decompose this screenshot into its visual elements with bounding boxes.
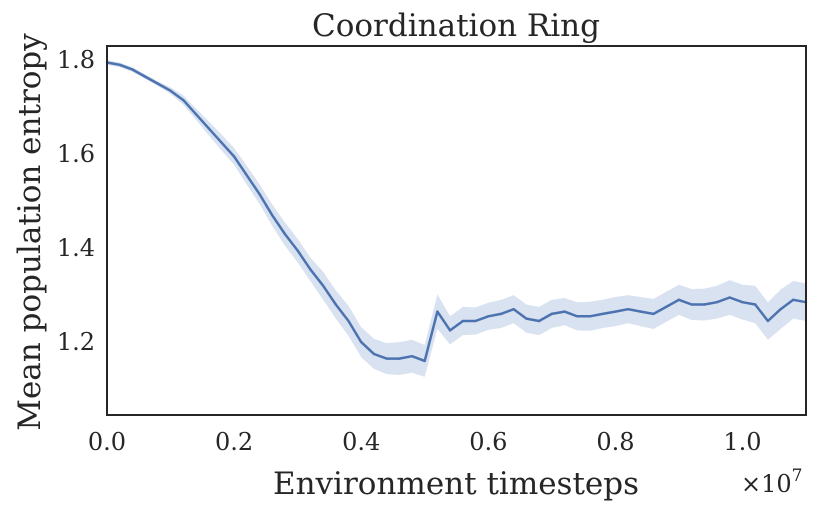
x-scale-base: ×10: [741, 470, 792, 498]
data-point: [474, 319, 477, 323]
x-scale-multiplier: ×107: [741, 466, 802, 498]
data-point: [741, 301, 744, 304]
data-point: [728, 296, 731, 299]
data-point: [232, 155, 236, 158]
data-point: [207, 127, 210, 130]
confidence-band: [107, 60, 806, 377]
data-point: [588, 315, 592, 318]
x-tick-label: 0.8: [596, 428, 634, 456]
line-layer: [105, 61, 808, 363]
data-point: [398, 357, 401, 360]
data-point: [220, 141, 223, 144]
data-point: [245, 174, 248, 177]
data-point: [487, 315, 490, 318]
data-point: [690, 303, 693, 306]
data-point: [334, 303, 337, 306]
y-tick-label: 1.6: [57, 140, 95, 168]
data-point: [754, 303, 757, 306]
x-tick-label: 0.2: [215, 428, 253, 456]
y-ticks: 1.2 1.4 1.6 1.8: [57, 46, 95, 356]
x-ticks: 0.0 0.2 0.4 0.6 0.8 1.0: [88, 428, 762, 456]
data-point: [626, 308, 630, 311]
data-point: [537, 319, 541, 323]
data-point: [792, 298, 795, 301]
data-point: [347, 319, 350, 323]
data-point: [169, 89, 172, 92]
data-point: [563, 310, 566, 313]
data-point: [131, 68, 134, 71]
entropy-series-line: [106, 61, 807, 363]
data-point: [283, 232, 287, 236]
data-point: [576, 315, 579, 318]
data-point: [321, 284, 325, 287]
plot-frame: [106, 45, 807, 416]
data-point: [512, 308, 515, 311]
y-tick-label: 1.2: [57, 328, 95, 356]
data-point: [665, 305, 668, 309]
x-tick-label: 0.0: [88, 428, 126, 456]
x-tick-label: 0.4: [342, 428, 380, 456]
data-point: [715, 301, 719, 304]
data-point: [271, 214, 274, 217]
data-point: [385, 357, 388, 360]
data-point: [156, 82, 159, 85]
x-scale-exponent: 7: [792, 466, 803, 486]
data-point: [309, 268, 312, 271]
data-point: [118, 63, 121, 66]
y-tick-label: 1.4: [57, 234, 95, 262]
data-point: [182, 98, 185, 102]
x-axis-label: Environment timesteps: [273, 466, 639, 502]
data-point: [601, 312, 604, 316]
data-point: [194, 113, 198, 116]
data-point: [779, 308, 782, 311]
data-point: [639, 310, 642, 313]
data-point: [652, 312, 655, 316]
data-point: [423, 359, 426, 363]
data-point: [436, 310, 439, 313]
data-point: [766, 319, 770, 323]
data-point: [410, 355, 414, 358]
data-point: [703, 303, 706, 306]
y-axis-label: Mean population entropy: [12, 33, 48, 431]
chart-title: Coordination Ring: [312, 8, 600, 44]
data-point: [372, 352, 376, 356]
data-point: [360, 340, 363, 344]
data-point: [448, 329, 452, 332]
band-layer: [107, 60, 806, 377]
data-point: [143, 75, 147, 78]
data-point: [461, 319, 465, 323]
data-point: [550, 312, 553, 316]
data-point: [258, 192, 261, 196]
data-point: [499, 312, 503, 316]
y-tick-label: 1.8: [57, 46, 95, 74]
data-point: [296, 249, 299, 252]
data-point: [525, 317, 528, 320]
x-tick-label: 1.0: [723, 428, 761, 456]
x-tick-label: 0.6: [469, 428, 507, 456]
data-point: [614, 310, 617, 313]
data-point: [677, 298, 681, 301]
